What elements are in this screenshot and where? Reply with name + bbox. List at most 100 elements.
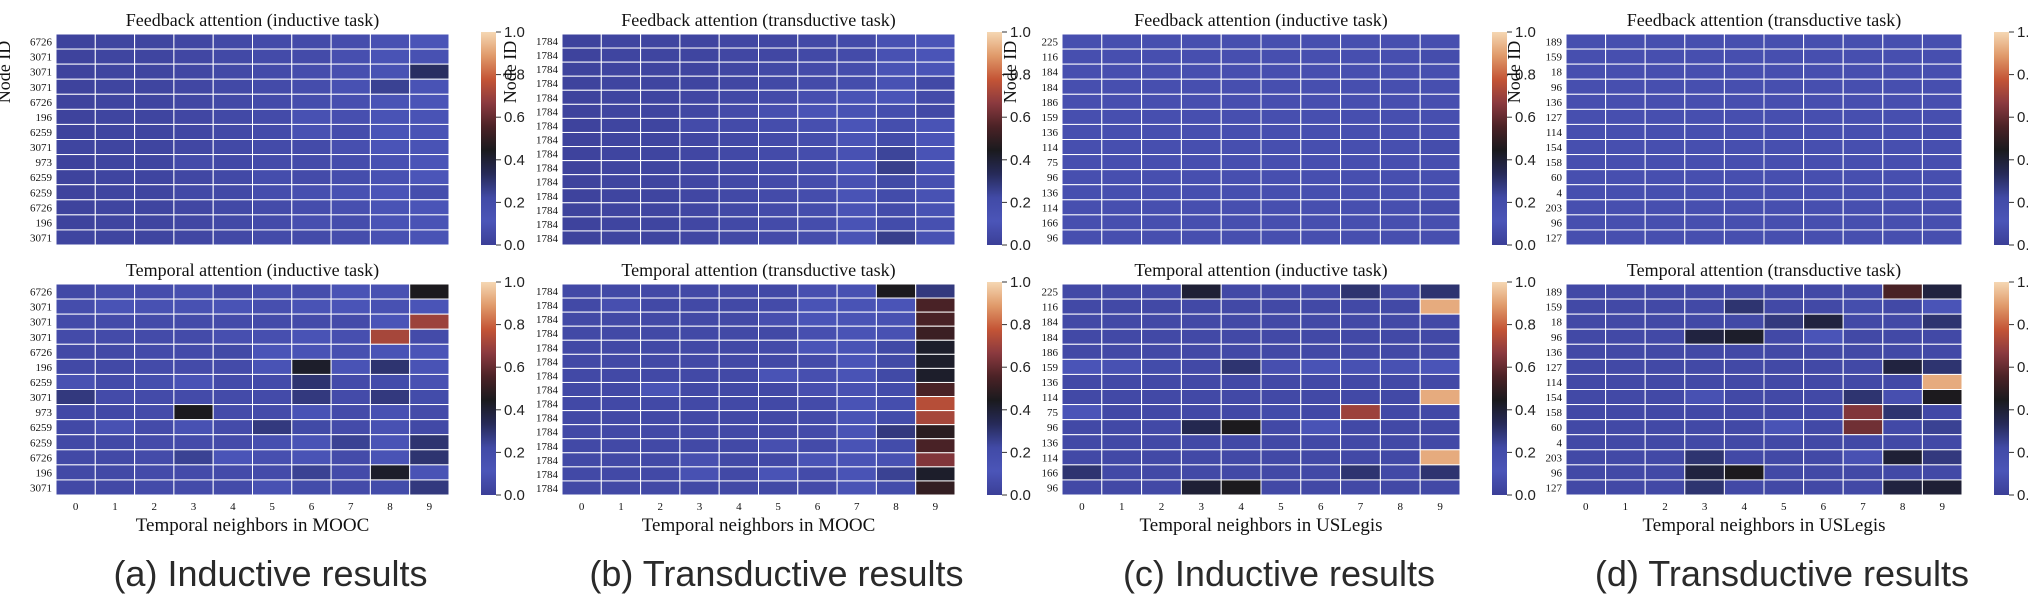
x-tick-label: 9: [1939, 501, 1945, 513]
heatmap-cell: [1340, 63, 1381, 80]
heatmap-cell: [1763, 373, 1805, 390]
heatmap-cell: [758, 367, 799, 383]
heatmap-title: Temporal attention (transductive task): [1627, 260, 1901, 281]
heatmap-cell: [252, 108, 293, 125]
heatmap-cell: [212, 373, 253, 390]
heatmap-cell: [1921, 229, 1963, 246]
heatmap-cell: [758, 230, 799, 246]
heatmap-cell: [1300, 449, 1342, 466]
heatmap-cell: [561, 230, 602, 246]
y-tick-label: 203: [1546, 452, 1563, 464]
heatmap-cell: [1565, 108, 1607, 125]
heatmap-cell: [1141, 48, 1182, 65]
heatmap-cell: [1260, 169, 1302, 186]
heatmap-cell: [291, 404, 332, 421]
heatmap-cell: [718, 367, 760, 383]
heatmap-cell: [252, 298, 293, 315]
heatmap-cell: [212, 419, 253, 436]
heatmap-cell: [369, 78, 411, 95]
y-tick-label: 114: [1546, 127, 1563, 139]
heatmap-cell: [1882, 184, 1923, 201]
heatmap-cell: [679, 283, 720, 299]
heatmap-cell: [875, 103, 917, 119]
heatmap-cell: [134, 214, 175, 231]
heatmap-cell: [1684, 358, 1725, 375]
heatmap-cell: [679, 325, 720, 341]
heatmap-cell: [758, 103, 799, 119]
heatmap-cell: [640, 61, 681, 77]
y-tick-label: 1784: [536, 483, 559, 495]
heatmap-cell: [1723, 214, 1765, 231]
x-axis-label: Temporal neighbors in USLegis: [1140, 515, 1383, 536]
heatmap-cell: [836, 283, 877, 299]
heatmap-cell: [1842, 283, 1884, 300]
heatmap-cell: [915, 410, 956, 426]
heatmap-cell: [212, 78, 253, 95]
heatmap-cell: [1300, 328, 1342, 345]
y-tick-label: 6259: [30, 377, 53, 389]
heatmap-cell: [561, 131, 602, 148]
heatmap-cell: [1763, 283, 1805, 300]
x-tick-label: 4: [1238, 501, 1244, 513]
heatmap-cell: [1220, 214, 1262, 231]
heatmap-cell: [600, 396, 642, 412]
heatmap-cell: [1763, 108, 1805, 125]
heatmap-cell: [758, 47, 799, 63]
heatmap-cell: [640, 424, 681, 440]
heatmap-cell: [55, 199, 96, 216]
heatmap-cell: [1644, 479, 1686, 496]
heatmap-cell: [1180, 139, 1222, 156]
heatmap-cell: [561, 452, 602, 468]
heatmap-cell: [1061, 373, 1103, 390]
heatmap-cell: [1723, 184, 1765, 201]
heatmap-cell: [679, 381, 720, 398]
heatmap-cell: [1220, 93, 1262, 110]
heatmap-cell: [1565, 283, 1607, 300]
heatmap-cell: [1684, 33, 1725, 50]
heatmap-cell: [1180, 199, 1222, 216]
heatmap-cell: [600, 188, 642, 204]
heatmap-cell: [915, 146, 956, 162]
heatmap-cell: [1882, 48, 1923, 65]
y-tick-label: 1784: [536, 106, 559, 118]
heatmap-cell: [1723, 33, 1765, 50]
heatmap-cell: [252, 358, 293, 375]
heatmap-cell: [640, 216, 681, 232]
heatmap-cell: [1723, 464, 1765, 481]
y-tick-label: 127: [1546, 112, 1563, 124]
heatmap-cell: [94, 434, 136, 451]
heatmap-cell: [561, 381, 602, 398]
heatmap-cell: [409, 63, 450, 80]
heatmap-cell: [134, 434, 175, 451]
heatmap-cell: [1882, 123, 1923, 141]
heatmap-cell: [1565, 464, 1607, 481]
heatmap-cell: [718, 424, 760, 440]
heatmap-cell: [55, 449, 96, 466]
heatmap-cell: [1921, 123, 1963, 141]
heatmap-cell: [1684, 313, 1725, 330]
heatmap-cell: [330, 139, 371, 156]
heatmap-cell: [55, 313, 96, 330]
heatmap-cell: [1180, 154, 1222, 171]
y-tick-label: 1784: [536, 286, 559, 298]
y-tick-label: 1784: [536, 455, 559, 467]
heatmap-cell: [1340, 33, 1381, 50]
y-tick-label: 186: [1042, 97, 1059, 109]
heatmap-cell: [640, 230, 681, 246]
y-tick-label: 96: [1551, 332, 1563, 344]
heatmap-cell: [1141, 63, 1182, 80]
heatmap-cell: [134, 169, 175, 186]
heatmap-cell: [1300, 48, 1342, 65]
heatmap-4: Temporal attention (inductive task) 6726 3…: [30, 260, 525, 536]
colorbar-gradient: [1492, 32, 1507, 245]
y-tick-label: 1784: [536, 300, 559, 312]
heatmap-cell: [1763, 199, 1805, 216]
heatmap-cell: [134, 123, 175, 141]
heatmap-cell: [875, 311, 917, 327]
heatmap-cell: [1340, 343, 1381, 360]
heatmap-cell: [561, 438, 602, 454]
heatmap-cell: [836, 466, 877, 482]
y-tick-label: 184: [1042, 67, 1059, 79]
colorbar: 0.0 0.2 0.4 0.6 0.8 1.0: [1994, 24, 2028, 254]
heatmap-cell: [1723, 328, 1765, 345]
